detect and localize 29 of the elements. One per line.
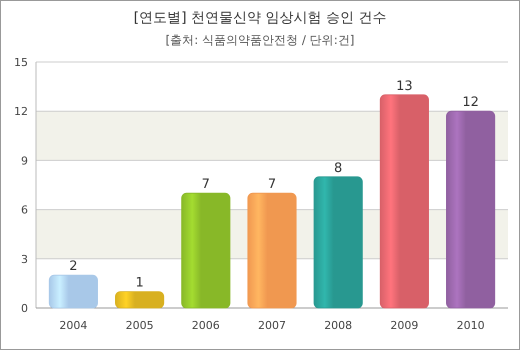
- x-tick-label: 2010: [456, 319, 485, 332]
- data-label: 2: [69, 259, 78, 274]
- y-tick-label: 6: [21, 204, 28, 217]
- x-tick-label: 2006: [192, 319, 220, 332]
- bar: [446, 110, 496, 308]
- chart-title: [연도별] 천연물신약 임상시험 승인 건수: [134, 10, 386, 26]
- x-tick-label: 2007: [258, 319, 286, 332]
- data-label: 1: [135, 276, 144, 291]
- data-label: 12: [462, 95, 479, 110]
- bar: [115, 291, 164, 308]
- x-tick-label: 2004: [59, 319, 88, 332]
- data-label: 7: [202, 177, 210, 192]
- data-label: 7: [268, 177, 276, 192]
- chart-subtitle: [출처: 식품의약품안전청 / 단위:건]: [166, 33, 354, 47]
- data-label: 8: [334, 160, 342, 176]
- x-tick-label: 2008: [324, 319, 352, 332]
- y-tick-label: 12: [14, 105, 28, 118]
- y-tick-label: 3: [21, 252, 28, 266]
- y-tick-label: 9: [21, 154, 28, 168]
- bar: [247, 192, 297, 308]
- y-tick-label: 15: [14, 56, 28, 69]
- bar: [380, 94, 429, 308]
- x-tick-label: 2005: [126, 319, 154, 332]
- bar: [314, 176, 363, 308]
- bar: [48, 274, 98, 308]
- bar: [181, 192, 230, 308]
- data-label: 13: [396, 78, 413, 94]
- y-tick-label: 0: [21, 302, 28, 315]
- x-tick-label: 2009: [390, 319, 418, 332]
